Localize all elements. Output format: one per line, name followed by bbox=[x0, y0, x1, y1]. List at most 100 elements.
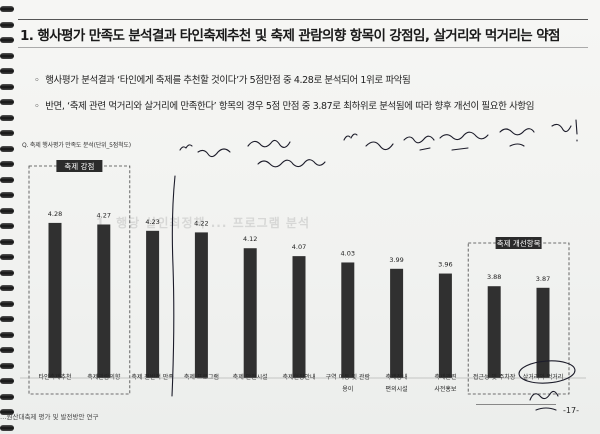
binding-ring bbox=[0, 409, 14, 415]
bullet-dot-icon: ◦ bbox=[34, 101, 40, 112]
header-top-rule bbox=[18, 19, 588, 20]
binding-ring bbox=[0, 83, 14, 90]
binding-ring bbox=[0, 6, 14, 12]
bar bbox=[487, 286, 501, 378]
bar bbox=[97, 224, 111, 378]
page-title: 1. 행사평가 만족도 분석결과 타인축제추천 및 축제 관람의향 항목이 강점… bbox=[20, 28, 560, 44]
binding-ring bbox=[0, 285, 14, 291]
binding-ring bbox=[0, 207, 14, 214]
bar bbox=[146, 230, 160, 378]
close-quote-mark bbox=[343, 133, 358, 141]
x-tick-label: 접근성 및 주차장 bbox=[473, 373, 516, 381]
bar-value-label: 4.22 bbox=[194, 219, 208, 227]
handwritten-annotation bbox=[171, 119, 578, 411]
x-tick-label: 축제 안전시설 bbox=[233, 373, 268, 381]
binding-ring bbox=[0, 114, 14, 121]
bar bbox=[194, 232, 208, 378]
group-label-bg bbox=[56, 160, 103, 172]
spiral-binding bbox=[0, 0, 14, 434]
x-tick-label: 사전홍보 bbox=[434, 385, 457, 393]
binding-ring bbox=[0, 99, 14, 105]
binding-ring bbox=[0, 254, 14, 260]
bar-value-label: 3.96 bbox=[438, 261, 452, 269]
chart-caption: Q. 축제 행사평가 만족도 분석(단위_5점척도) bbox=[22, 142, 131, 149]
bleed-through-watermark: 1. 행당 살인최정책 ... 프로그램 분석 bbox=[96, 216, 310, 230]
binding-ring bbox=[0, 52, 14, 59]
x-tick-label: 편의시설 bbox=[386, 385, 408, 393]
binding-ring bbox=[0, 21, 14, 28]
x-tick-label: 살거리와 먹거리 bbox=[523, 373, 564, 381]
binding-ring bbox=[0, 37, 14, 43]
x-tick-label: 축제관련 bbox=[434, 373, 456, 381]
binding-ring bbox=[0, 378, 14, 384]
bar-value-label: 4.03 bbox=[341, 249, 355, 257]
bar bbox=[438, 273, 452, 378]
footer-text: …원산대축제 평가 및 발전방안 연구 bbox=[0, 413, 99, 421]
bar-value-label: 4.28 bbox=[48, 210, 62, 218]
bar-value-label: 4.27 bbox=[97, 211, 111, 219]
bullet-dot-icon: ◦ bbox=[34, 75, 40, 86]
x-tick-label: 구역 이동 및 관람 bbox=[326, 373, 371, 381]
pen-scribble bbox=[403, 135, 435, 151]
bullet-item-2: ◦ 반면, ‘축제 관련 먹거리와 살거리에 만족한다’ 항목의 경우 5점 만점… bbox=[34, 98, 534, 112]
binding-ring bbox=[0, 347, 14, 353]
bar bbox=[390, 268, 404, 378]
group-label-bg bbox=[495, 237, 542, 249]
binding-ring bbox=[0, 331, 14, 338]
binding-ring bbox=[0, 223, 14, 229]
binding-ring bbox=[0, 176, 14, 183]
bar-value-label: 4.07 bbox=[292, 243, 306, 251]
group-label: 축제 강점 bbox=[64, 161, 94, 171]
x-tick-label: 타인축제추천 bbox=[38, 373, 71, 381]
binding-ring bbox=[0, 269, 14, 276]
bullet-text-1: 행사평가 분석결과 ‘타인에게 축제를 추천할 것이다’가 5점만점 중 4.2… bbox=[45, 75, 411, 86]
bar bbox=[243, 248, 257, 378]
pen-circle-highlight bbox=[518, 360, 576, 384]
bar-value-label: 3.99 bbox=[389, 256, 403, 264]
x-tick-label: 용이 bbox=[342, 385, 353, 393]
pen-scribble bbox=[247, 139, 291, 148]
pen-scribble bbox=[197, 148, 231, 158]
x-tick-label: 축제장내 bbox=[386, 373, 408, 381]
binding-ring bbox=[0, 362, 14, 369]
pen-scribble bbox=[257, 159, 326, 168]
binding-ring bbox=[0, 192, 14, 198]
x-tick-label: 축제현장안내 bbox=[282, 373, 315, 381]
binding-ring bbox=[0, 238, 14, 245]
pen-stroke-line bbox=[171, 175, 176, 397]
page-number: -17- bbox=[563, 406, 579, 415]
header-bottom-rule bbox=[18, 47, 588, 48]
bar bbox=[48, 222, 62, 378]
binding-ring bbox=[0, 393, 14, 400]
group-box bbox=[28, 165, 131, 395]
x-tick-label: 축제 프로그램 bbox=[184, 373, 219, 381]
bullet-text-2: 반면, ‘축제 관련 먹거리와 살거리에 만족한다’ 항목의 경우 5점 만점 … bbox=[45, 101, 535, 112]
binding-ring bbox=[0, 161, 14, 167]
binding-ring bbox=[0, 68, 14, 74]
bar-value-label: 4.12 bbox=[243, 235, 257, 243]
pen-scribble bbox=[551, 119, 578, 142]
bar-value-label: 3.88 bbox=[487, 273, 501, 281]
binding-ring bbox=[0, 424, 14, 431]
binding-ring bbox=[0, 300, 14, 307]
x-tick-label: 축제 전반적 만족 bbox=[131, 373, 174, 381]
footer-rule bbox=[476, 404, 556, 405]
group-box bbox=[467, 242, 570, 395]
bar-value-label: 4.23 bbox=[145, 218, 159, 226]
open-quote-mark bbox=[179, 144, 193, 151]
bar bbox=[341, 262, 355, 378]
bullet-item-1: ◦ 행사평가 분석결과 ‘타인에게 축제를 추천할 것이다’가 5점만점 중 4.… bbox=[34, 72, 411, 86]
handwritten-signature bbox=[529, 390, 559, 411]
binding-ring bbox=[0, 145, 14, 152]
bar bbox=[536, 287, 550, 378]
bar-value-label: 3.87 bbox=[536, 275, 550, 283]
bar bbox=[292, 256, 306, 378]
binding-ring bbox=[0, 316, 14, 322]
binding-ring bbox=[0, 130, 14, 136]
pen-scribble bbox=[439, 131, 489, 151]
pen-scribble bbox=[499, 128, 535, 147]
pen-scribble bbox=[365, 141, 394, 151]
group-label: 축제 개선항목 bbox=[497, 238, 541, 248]
